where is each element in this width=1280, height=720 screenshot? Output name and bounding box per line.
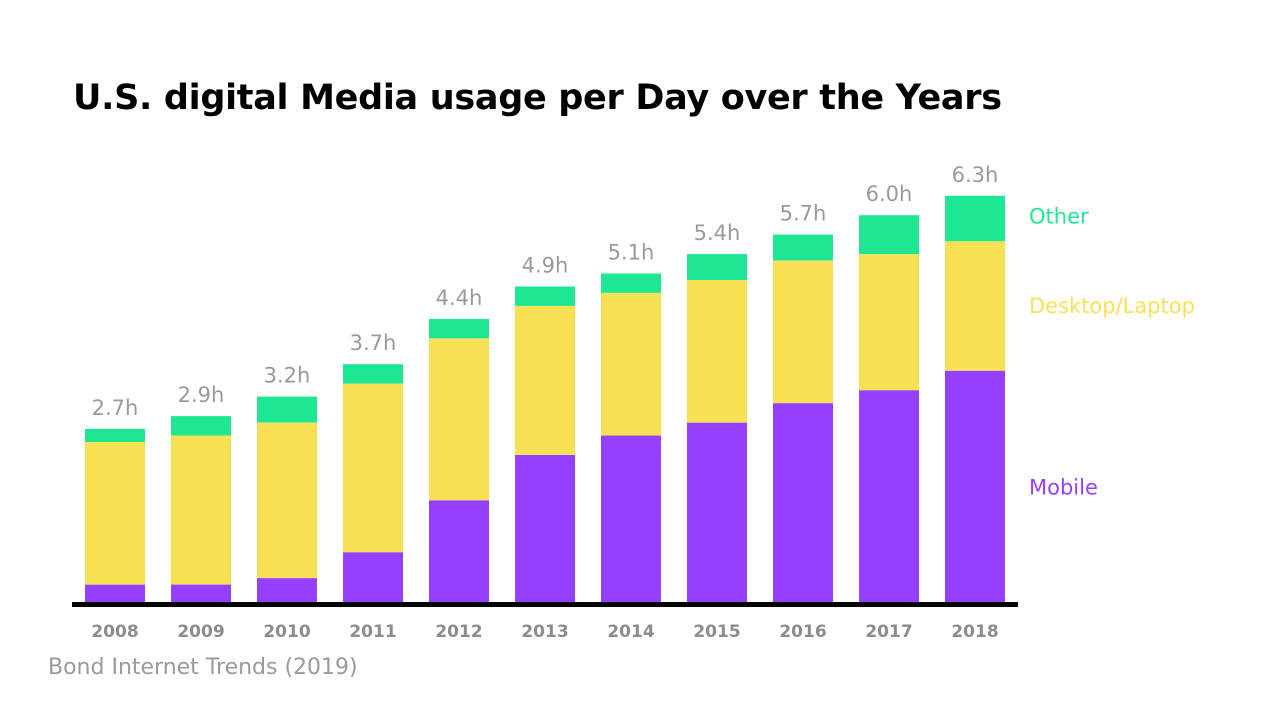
total-label-2016: 5.7h: [780, 202, 827, 226]
total-label-2018: 6.3h: [952, 163, 999, 187]
bar-segment-other-2014: [601, 273, 661, 293]
bar-segment-mobile-2013: [515, 455, 575, 604]
bar-segment-other-2015: [687, 254, 747, 280]
total-label-2010: 3.2h: [264, 364, 311, 388]
x-axis-line: [72, 602, 1018, 607]
bar-segment-mobile-2018: [945, 370, 1005, 604]
bar-segment-desktop-laptop-2012: [429, 338, 489, 501]
bar-segment-other-2009: [171, 416, 231, 436]
bar-segment-other-2010: [257, 396, 317, 423]
total-label-2015: 5.4h: [694, 221, 741, 245]
x-tick-label-2012: 2012: [435, 622, 482, 642]
bar-segment-desktop-laptop-2015: [687, 280, 747, 423]
total-label-2017: 6.0h: [866, 182, 913, 206]
bar-segment-desktop-laptop-2010: [257, 422, 317, 579]
bar-segment-other-2016: [773, 234, 833, 261]
bar-segment-mobile-2008: [85, 584, 145, 604]
total-label-2008: 2.7h: [92, 396, 139, 420]
bar-segment-other-2018: [945, 195, 1005, 242]
total-label-2009: 2.9h: [178, 383, 225, 407]
bar-segment-desktop-laptop-2008: [85, 442, 145, 585]
bar-segment-desktop-laptop-2018: [945, 241, 1005, 371]
bar-segment-other-2017: [859, 215, 919, 255]
bar-segment-mobile-2011: [343, 552, 403, 604]
total-label-2014: 5.1h: [608, 241, 655, 265]
bar-segment-desktop-laptop-2011: [343, 383, 403, 553]
x-tick-label-2017: 2017: [865, 622, 912, 642]
total-label-2012: 4.4h: [436, 286, 483, 310]
x-tick-label-2018: 2018: [951, 622, 998, 642]
legend-label-other: Other: [1029, 204, 1089, 228]
bar-segment-mobile-2017: [859, 390, 919, 604]
chart-title: U.S. digital Media usage per Day over th…: [73, 78, 1002, 118]
bar-segment-other-2012: [429, 318, 489, 339]
x-tick-label-2010: 2010: [263, 622, 310, 642]
legend-label-mobile: Mobile: [1029, 475, 1098, 499]
bar-segment-mobile-2012: [429, 500, 489, 604]
x-tick-label-2015: 2015: [693, 622, 740, 642]
x-tick-label-2011: 2011: [349, 622, 396, 642]
bar-segment-mobile-2010: [257, 578, 317, 604]
x-tick-label-2009: 2009: [177, 622, 224, 642]
x-tick-label-2016: 2016: [779, 622, 826, 642]
legend-label-desktop-laptop: Desktop/Laptop: [1029, 294, 1195, 318]
bar-segment-mobile-2009: [171, 584, 231, 604]
x-tick-label-2014: 2014: [607, 622, 654, 642]
bar-segment-other-2008: [85, 429, 145, 442]
bar-segment-desktop-laptop-2016: [773, 260, 833, 404]
source-note: Bond Internet Trends (2019): [48, 655, 358, 680]
x-tick-label-2013: 2013: [521, 622, 568, 642]
bar-segment-desktop-laptop-2013: [515, 305, 575, 455]
bar-segment-other-2013: [515, 286, 575, 306]
bar-segment-mobile-2015: [687, 422, 747, 604]
bar-segment-desktop-laptop-2014: [601, 293, 661, 436]
total-label-2011: 3.7h: [350, 331, 397, 355]
bar-segment-mobile-2016: [773, 403, 833, 604]
total-label-2013: 4.9h: [522, 254, 569, 278]
bar-segment-mobile-2014: [601, 435, 661, 604]
x-tick-label-2008: 2008: [91, 622, 138, 642]
bar-segment-desktop-laptop-2017: [859, 254, 919, 391]
bar-segment-desktop-laptop-2009: [171, 435, 231, 585]
bar-segment-other-2011: [343, 364, 403, 384]
